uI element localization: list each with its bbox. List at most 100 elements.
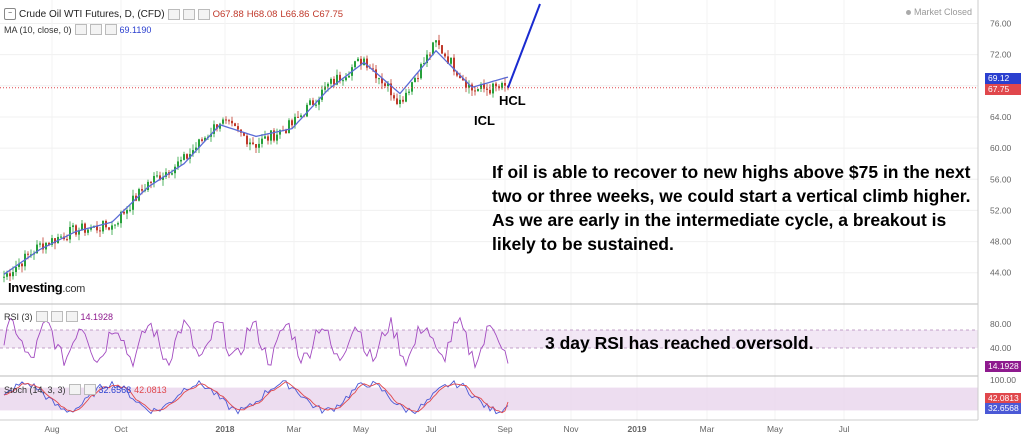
time-axis[interactable]: Aug Oct 2018 Mar May Jul Sep Nov 2019 Mar May Jul — [44, 424, 849, 434]
candle-body — [441, 45, 443, 54]
candle-body — [84, 223, 86, 233]
time-tick-label: Mar — [287, 424, 302, 434]
candle-body — [405, 92, 407, 102]
price-tick-label: 56.00 — [990, 174, 1012, 184]
visibility-eye-icon[interactable] — [167, 8, 180, 20]
stoch-legend: Stoch (14, 3, 3) 32.6568 42.0813 — [4, 384, 167, 395]
ohlc-high: H68.08 — [246, 8, 278, 20]
rsi-close-icon[interactable] — [65, 311, 78, 322]
annotation-main: If oil is able to recover to new highs a… — [492, 162, 971, 254]
candle-body — [336, 74, 338, 85]
candle-body — [90, 227, 92, 230]
candle-body — [117, 223, 119, 225]
market-status: Market Closed — [905, 7, 972, 17]
rsi-tick-label: 80.00 — [990, 319, 1012, 329]
candle-body — [447, 56, 449, 64]
candle-body — [183, 154, 185, 160]
candle-body — [414, 78, 416, 83]
ma-line — [3, 49, 509, 275]
rsi-visibility-icon[interactable] — [35, 311, 48, 322]
candle-body — [18, 263, 20, 267]
stoch-d-line — [3, 381, 509, 414]
candle-body — [180, 159, 182, 162]
candle-body — [480, 84, 482, 89]
stoch-k-line — [3, 379, 509, 415]
symbol-title: Crude Oil WTI Futures, D, (CFD) — [19, 8, 165, 20]
candle-body — [273, 130, 275, 141]
candle-body — [81, 223, 83, 231]
candle-body — [108, 227, 110, 230]
candle-body — [66, 239, 68, 241]
candle-body — [264, 136, 266, 139]
candle-body — [177, 161, 179, 167]
stoch-line-group — [3, 379, 509, 415]
ma-visibility-icon[interactable] — [74, 24, 87, 35]
ma-settings-icon[interactable] — [89, 24, 102, 35]
candle-body — [42, 243, 44, 250]
investing-logo[interactable]: Investing.com — [8, 280, 85, 295]
rsi-tick-label: 40.00 — [990, 343, 1012, 353]
candle-body — [60, 236, 62, 238]
candle-body — [294, 116, 296, 126]
rsi-value: 14.1928 — [80, 311, 114, 322]
candle-body — [198, 139, 200, 148]
candle-body — [372, 68, 374, 70]
candle-body — [438, 40, 440, 46]
candle-body — [435, 40, 437, 43]
price-tick-label: 64.00 — [990, 112, 1012, 122]
annotation-icl: ICL — [474, 113, 495, 128]
candle-body — [387, 83, 389, 87]
candle-body — [87, 229, 89, 233]
stoch-d-value: 42.0813 — [134, 384, 167, 395]
close-price-marker: 67.75 — [985, 84, 1021, 95]
price-tick-label: 76.00 — [990, 18, 1012, 28]
candle-body — [384, 83, 386, 87]
candle-body — [333, 78, 335, 85]
candle-body — [420, 64, 422, 79]
candle-body — [69, 227, 71, 240]
candle-body — [354, 61, 356, 68]
candle-body — [279, 130, 281, 135]
candle-body — [270, 130, 272, 141]
candle-body — [306, 104, 308, 117]
candle-body — [348, 75, 350, 78]
candle-body — [267, 136, 269, 141]
stoch-d-marker-text: 42.0813 — [988, 393, 1019, 403]
time-tick-label: Nov — [563, 424, 579, 434]
candle-body — [255, 144, 257, 148]
candle-body — [288, 120, 290, 134]
time-tick-label: Aug — [44, 424, 59, 434]
market-status-text: Market Closed — [913, 7, 972, 17]
candle-body — [411, 82, 413, 92]
candle-body — [171, 173, 173, 175]
candle-body — [192, 150, 194, 155]
candle-body — [249, 142, 251, 145]
settings-gear-icon[interactable] — [182, 8, 195, 20]
candle-body — [204, 137, 206, 141]
ma-line-group — [3, 3, 541, 275]
time-tick-label: Sep — [497, 424, 512, 434]
rsi-settings-icon[interactable] — [50, 311, 63, 322]
candle-body — [75, 225, 77, 235]
candle-body — [276, 134, 278, 141]
candle-body — [315, 104, 317, 106]
candle-body — [465, 80, 467, 88]
candle-body — [99, 230, 101, 232]
ma-close-icon[interactable] — [104, 24, 117, 35]
candle-body — [219, 123, 221, 129]
candle-body — [162, 176, 164, 180]
collapse-icon[interactable]: − — [4, 8, 16, 20]
candle-body — [429, 54, 431, 56]
stoch-visibility-icon[interactable] — [68, 384, 81, 395]
stoch-settings-icon[interactable] — [83, 384, 96, 395]
candle-body — [48, 242, 50, 245]
candle-body — [417, 78, 419, 80]
rsi-line — [3, 316, 509, 369]
candle-body — [9, 273, 11, 277]
candle-body — [159, 175, 161, 180]
close-icon[interactable] — [197, 8, 210, 20]
candle-body — [195, 147, 197, 151]
rsi-band — [0, 329, 978, 349]
time-tick-label: May — [767, 424, 784, 434]
